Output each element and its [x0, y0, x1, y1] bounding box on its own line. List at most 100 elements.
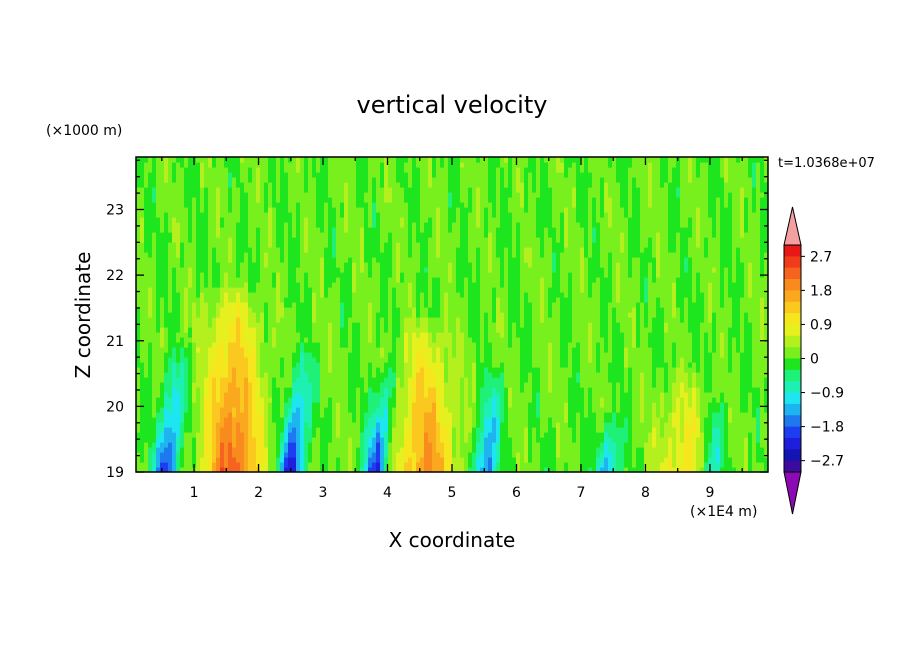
- field-cell: [208, 382, 213, 388]
- field-cell: [484, 412, 489, 418]
- field-cell: [140, 432, 145, 438]
- field-cell: [552, 402, 557, 408]
- field-cell: [360, 367, 365, 373]
- field-cell: [136, 327, 141, 333]
- field-cell: [604, 387, 609, 393]
- field-cell: [436, 357, 441, 363]
- field-cell: [388, 372, 393, 378]
- field-cell: [204, 312, 209, 318]
- field-cell: [384, 412, 389, 418]
- field-cell: [296, 352, 301, 358]
- field-cell: [284, 442, 289, 448]
- field-cell: [144, 452, 149, 458]
- field-cell: [156, 447, 161, 453]
- field-cell: [680, 422, 685, 428]
- field-cell: [536, 402, 541, 408]
- field-cell: [320, 417, 325, 423]
- field-cell: [636, 367, 641, 373]
- field-cell: [408, 332, 413, 338]
- field-cell: [180, 387, 185, 393]
- field-cell: [516, 377, 521, 383]
- field-cell: [392, 417, 397, 423]
- field-cell: [732, 452, 737, 458]
- field-cell: [580, 357, 585, 363]
- field-cell: [312, 382, 317, 388]
- field-cell: [380, 312, 385, 318]
- field-cell: [204, 332, 209, 338]
- field-cell: [176, 312, 181, 318]
- field-cell: [308, 452, 313, 458]
- field-cell: [488, 462, 493, 468]
- field-cell: [388, 317, 393, 323]
- field-cell: [532, 317, 537, 323]
- field-cell: [224, 387, 229, 393]
- field-cell: [404, 322, 409, 328]
- field-cell: [396, 427, 401, 433]
- field-cell: [632, 467, 637, 472]
- field-cell: [680, 337, 685, 343]
- field-cell: [384, 447, 389, 453]
- field-cell: [300, 462, 305, 468]
- field-cell: [208, 447, 213, 453]
- field-cell: [284, 407, 289, 413]
- field-cell: [320, 427, 325, 433]
- field-cell: [640, 332, 645, 338]
- field-cell: [472, 452, 477, 458]
- field-cell: [500, 317, 505, 323]
- field-cell: [688, 467, 693, 472]
- field-cell: [540, 317, 545, 323]
- field-cell: [288, 322, 293, 328]
- field-cell: [136, 367, 141, 373]
- field-cell: [620, 457, 625, 463]
- field-cell: [688, 427, 693, 433]
- field-cell: [596, 432, 601, 438]
- field-cell: [324, 422, 329, 428]
- field-cell: [224, 422, 229, 428]
- field-cell: [424, 457, 429, 463]
- field-cell: [664, 337, 669, 343]
- field-cell: [464, 467, 469, 472]
- field-cell: [308, 317, 313, 323]
- field-cell: [356, 342, 361, 348]
- field-cell: [200, 407, 205, 413]
- field-cell: [192, 427, 197, 433]
- field-cell: [744, 432, 749, 438]
- field-cell: [692, 342, 697, 348]
- field-cell: [692, 417, 697, 423]
- field-cell: [276, 402, 281, 408]
- field-cell: [300, 447, 305, 453]
- field-cell: [372, 327, 377, 333]
- field-cell: [508, 432, 513, 438]
- field-cell: [428, 362, 433, 368]
- field-cell: [144, 312, 149, 318]
- field-cell: [716, 412, 721, 418]
- field-cell: [396, 317, 401, 323]
- field-cell: [528, 397, 533, 403]
- field-cell: [152, 367, 157, 373]
- field-cell: [276, 332, 281, 338]
- field-cell: [396, 407, 401, 413]
- field-cell: [580, 462, 585, 468]
- field-cell: [432, 362, 437, 368]
- field-cell: [560, 347, 565, 353]
- field-cell: [500, 372, 505, 378]
- field-cell: [528, 437, 533, 443]
- field-cell: [164, 332, 169, 338]
- field-cell: [684, 402, 689, 408]
- field-cell: [680, 352, 685, 358]
- field-cell: [420, 342, 425, 348]
- field-cell: [240, 382, 245, 388]
- field-cell: [524, 402, 529, 408]
- field-cell: [604, 412, 609, 418]
- field-cell: [432, 427, 437, 433]
- field-cell: [244, 377, 249, 383]
- field-cell: [220, 347, 225, 353]
- field-cell: [620, 467, 625, 472]
- field-cell: [180, 372, 185, 378]
- field-cell: [392, 437, 397, 443]
- field-cell: [224, 437, 229, 443]
- field-cell: [332, 442, 337, 448]
- field-cell: [676, 347, 681, 353]
- field-cell: [652, 447, 657, 453]
- field-cell: [324, 367, 329, 373]
